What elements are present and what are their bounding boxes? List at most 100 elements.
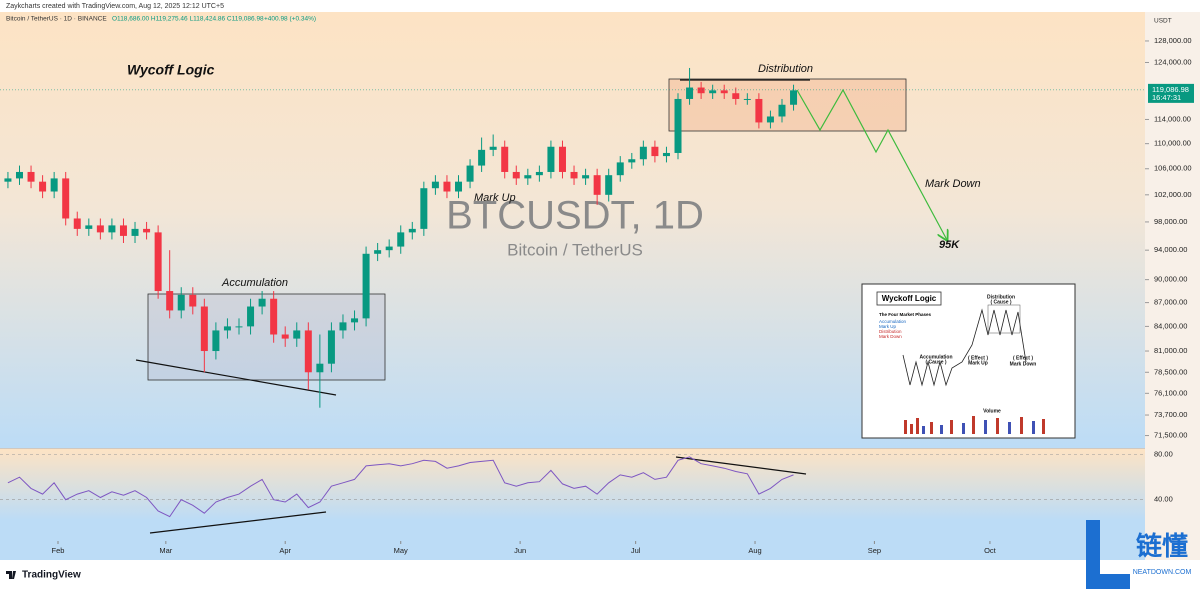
inset-label: Volume: [983, 408, 1001, 414]
candle-body: [651, 146, 659, 157]
annotation: Mark Up: [474, 192, 516, 204]
y-tick-label: 114,000.00: [1154, 114, 1191, 123]
trendline: [675, 456, 807, 475]
annotation: Accumulation: [221, 277, 288, 289]
candle-body: [62, 178, 70, 219]
x-tick-label: Oct: [984, 546, 997, 555]
candle-body: [662, 152, 670, 157]
inset-title-box: [876, 291, 942, 306]
last-price-label: 119,086.98: [1152, 85, 1189, 94]
inset-phase: Accumulation: [879, 319, 907, 324]
candle-body: [247, 306, 255, 327]
candle-body: [327, 330, 335, 364]
accumulation-box: [147, 293, 386, 381]
candle-body: [166, 291, 174, 311]
time-axis-bg: [0, 520, 1145, 560]
annotation: Mark Down: [925, 178, 981, 190]
candle-body: [582, 175, 590, 179]
annotation: Distribution: [758, 63, 813, 75]
x-tick-label: May: [394, 546, 408, 555]
y-tick-label: 106,000.00: [1154, 164, 1192, 173]
candle-body: [223, 326, 231, 331]
candle-body: [96, 225, 104, 233]
candle-body: [85, 225, 93, 229]
inset-label: Mark Up: [968, 360, 988, 366]
inset-phase: Distribution: [879, 329, 902, 334]
y-tick-label: 87,000.00: [1154, 298, 1187, 307]
candle-body: [512, 171, 520, 179]
candle-body: [408, 228, 416, 233]
candle-body: [39, 181, 47, 192]
watermark: BTCUSDT, 1D: [446, 194, 704, 238]
candle-body: [790, 90, 798, 105]
inset-label: ( Effect ): [968, 355, 988, 361]
candle-body: [466, 165, 474, 182]
x-tick-label: Jun: [514, 546, 526, 555]
inset-label: ( Effect ): [1013, 355, 1033, 361]
inset-label: ( Cause ): [925, 359, 946, 365]
currency: USDT: [1154, 18, 1172, 25]
candle-body: [316, 363, 324, 373]
candle-body: [73, 218, 81, 229]
candle-body: [732, 93, 740, 99]
candle-body: [119, 225, 127, 236]
candle-body: [766, 116, 774, 123]
candle-body: [605, 175, 613, 195]
distribution-box: [668, 78, 907, 132]
inset-frame: [861, 283, 1076, 439]
candle-body: [697, 87, 705, 94]
candle-body: [362, 253, 370, 319]
y-tick-label: 73,700.00: [1154, 410, 1187, 419]
y-tick-label: 81,000.00: [1154, 346, 1187, 355]
x-tick-label: Sep: [868, 546, 881, 555]
y-tick-label: 102,000.00: [1154, 190, 1192, 199]
candle-body: [235, 326, 243, 328]
candle-body: [720, 90, 728, 94]
candle-body: [374, 250, 382, 254]
countdown: 16:47:31: [1152, 93, 1181, 102]
candle-body: [616, 162, 624, 176]
candle-body: [15, 171, 23, 179]
candle-body: [351, 318, 359, 323]
candle-body: [258, 298, 266, 307]
logo-mark: [1086, 520, 1130, 589]
inset-label: ( Cause ): [990, 299, 1011, 305]
candle-body: [50, 178, 58, 192]
symbol: Bitcoin / TetherUS · 1D · BINANCE: [6, 16, 107, 23]
candle-body: [570, 171, 578, 179]
x-tick-label: Feb: [52, 546, 65, 555]
candle-body: [281, 334, 289, 339]
x-tick-label: Mar: [159, 546, 172, 555]
y-tick-label: 90,000.00: [1154, 275, 1187, 284]
candle-body: [27, 171, 35, 182]
inset-phase: Mark Up: [879, 324, 896, 329]
candle-body: [108, 225, 116, 233]
candle-body: [478, 149, 486, 166]
inset-title: Wyckoff Logic: [882, 294, 937, 303]
ohlc: O118,686.00 H119,275.46 L118,424.86 C119…: [112, 16, 264, 23]
y-tick-label: 128,000.00: [1154, 36, 1192, 45]
candle-body: [593, 175, 601, 195]
credit: Zaykcharts created with TradingView.com,…: [6, 3, 224, 10]
candle-body: [558, 146, 566, 172]
y-tick-label: 78,500.00: [1154, 367, 1187, 376]
projection: [796, 88, 947, 240]
inset-label: Mark Down: [1010, 361, 1037, 367]
y-tick-label: 94,000.00: [1154, 245, 1187, 254]
candle-body: [420, 188, 428, 229]
candle-body: [177, 294, 185, 311]
brand: TradingView: [22, 570, 81, 581]
inset-schematic: [902, 308, 1027, 387]
candle-body: [489, 146, 497, 150]
candle-body: [674, 98, 682, 153]
candle-body: [4, 178, 12, 182]
candle-body: [501, 146, 509, 172]
last-price-box: [1148, 83, 1194, 103]
rsi-pane: [0, 449, 1145, 520]
candle-body: [709, 90, 717, 94]
candle-body: [686, 87, 694, 99]
candle-body: [154, 232, 162, 292]
y-tick-label: 84,000.00: [1154, 321, 1187, 330]
candle-body: [535, 171, 543, 176]
candle-body: [200, 306, 208, 352]
